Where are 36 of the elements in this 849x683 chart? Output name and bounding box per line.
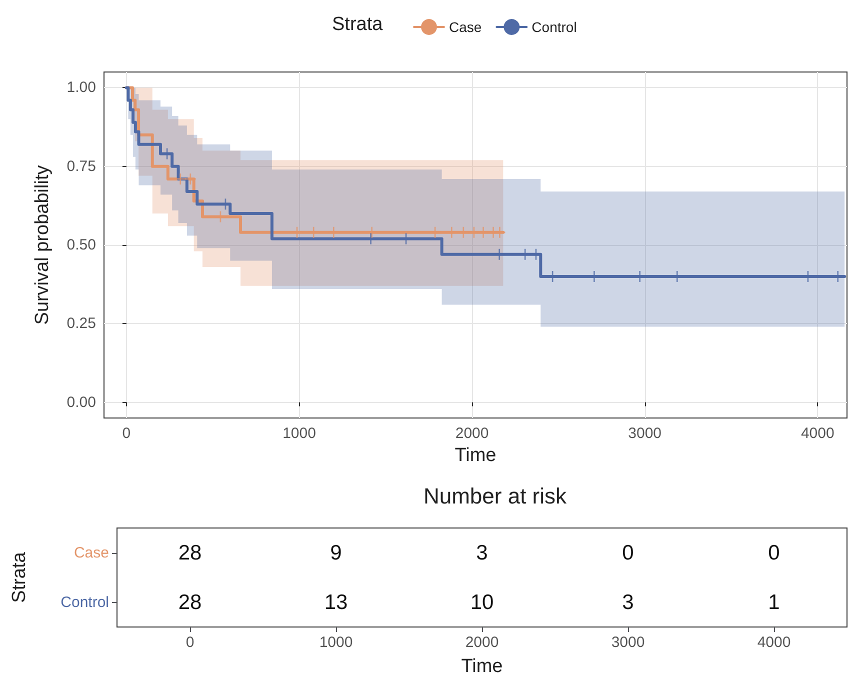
data-label: 13 [324,590,348,614]
y-axis-title: Survival probability [32,164,53,325]
x-tick-label: 1000 [319,634,353,651]
y-tick-label: 0.50 [66,236,96,254]
data-label: 9 [330,541,342,564]
data-label: 1 [768,590,780,614]
data-label: 3 [622,590,634,614]
point [184,173,196,184]
x-axis-title: Time [454,444,496,466]
x-tick-label: 0 [186,634,194,651]
chart-title: Number at risk [423,484,568,508]
y-tick-label: 0.75 [66,158,96,175]
y-tick-label: 0.25 [66,315,96,332]
x-tick-label: 0 [122,425,131,442]
x-axis-title: Time [461,656,503,677]
data-label: 0 [622,541,634,564]
x-tick-label: 2000 [455,425,489,442]
y-tick-label: 0.00 [66,394,96,411]
x-tick-label: 4000 [757,634,791,651]
data-label: 28 [178,541,202,564]
y-tick-label: Case [74,544,109,562]
legend-label: Control [532,19,577,35]
data-label: 3 [476,541,488,564]
data-label: 28 [178,590,202,614]
y-tick-label: Control [60,594,109,611]
legend-label: Case [449,19,482,35]
x-tick-label: 3000 [628,425,662,442]
data-label: 10 [470,590,494,614]
y-tick-label: 1.00 [66,79,96,96]
x-tick-label: 1000 [282,425,316,442]
x-tick-label: 4000 [800,425,834,442]
legend-title: Strata [332,14,384,35]
x-tick-label: 2000 [465,634,499,651]
data-label: 0 [768,541,780,564]
x-tick-label: 3000 [611,634,645,651]
y-axis-title: Strata [9,552,30,603]
